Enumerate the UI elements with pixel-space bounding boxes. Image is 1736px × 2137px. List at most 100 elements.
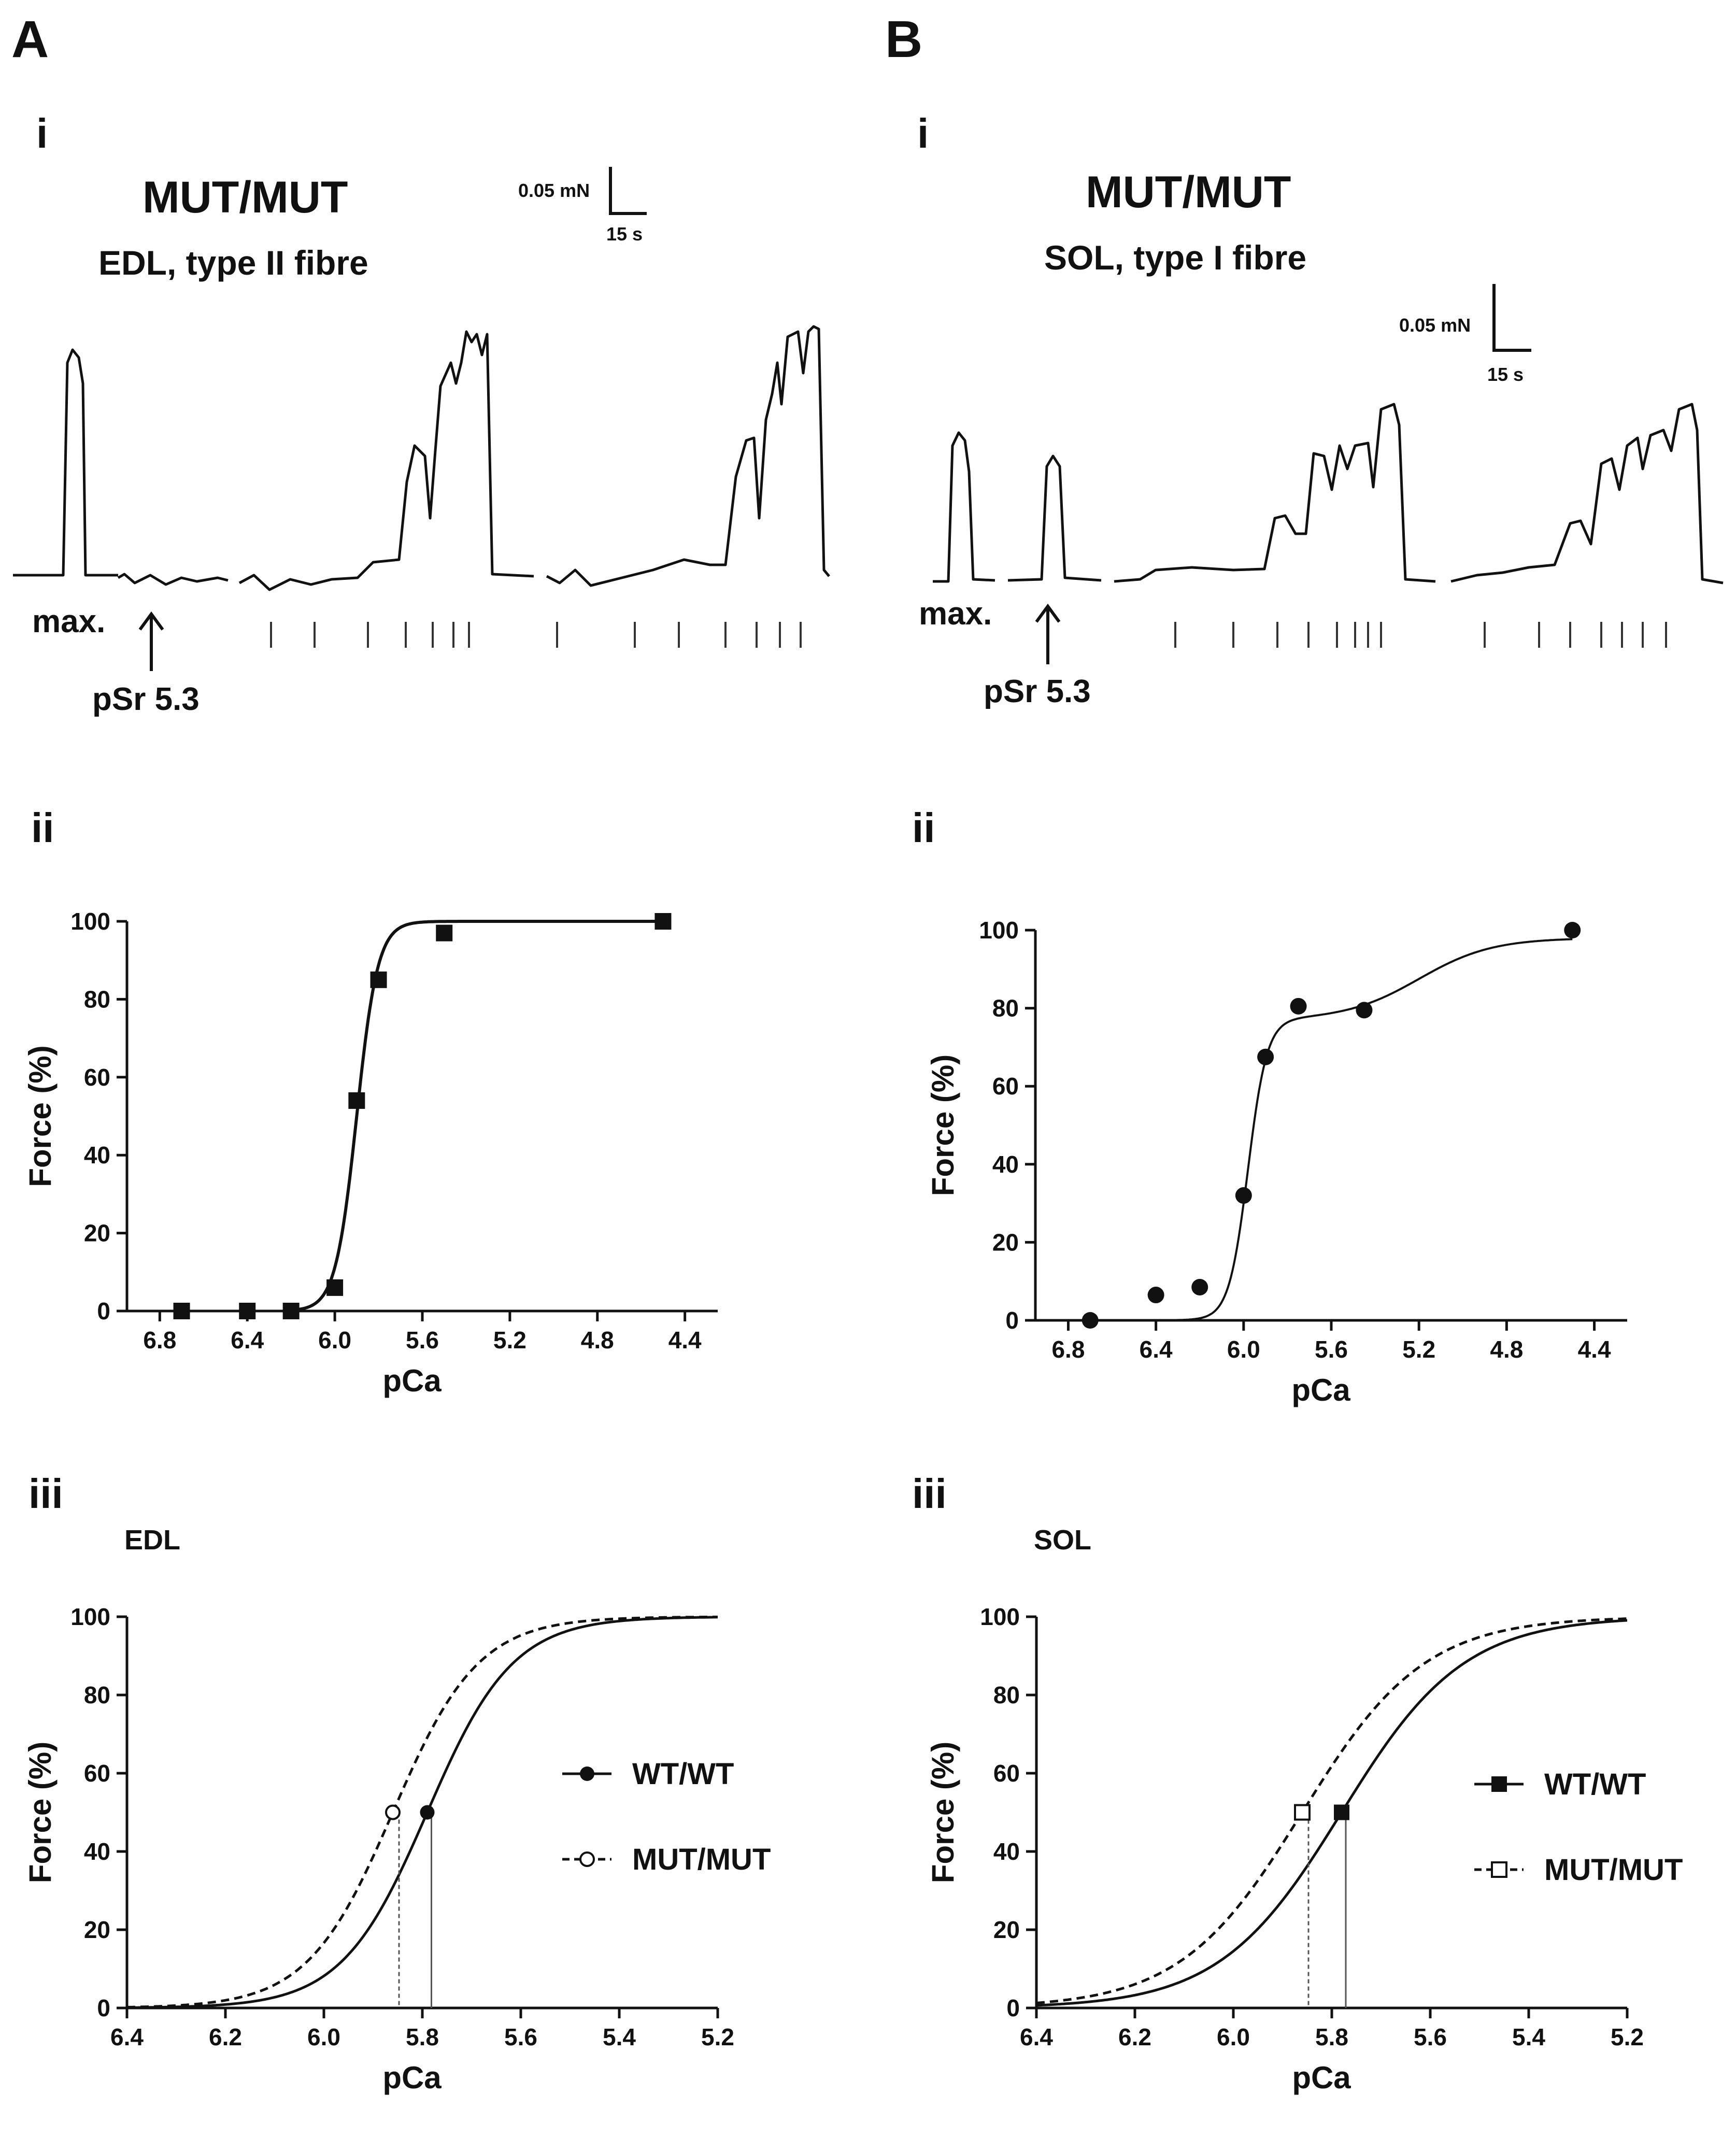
y-tick-label: 0 <box>97 1298 110 1324</box>
x-axis-label: pCa <box>382 1363 442 1398</box>
chart-title: EDL <box>124 1525 180 1556</box>
data-point <box>1191 1278 1208 1295</box>
y-tick-label: 80 <box>84 986 110 1013</box>
series-line <box>1036 1617 1628 2004</box>
x-tick-label: 6.8 <box>143 1327 176 1354</box>
y-tick-label: 20 <box>84 1916 110 1943</box>
series-line <box>1036 1619 1628 2007</box>
sublabel-a-iii: iii <box>29 1471 63 1517</box>
data-point <box>282 1303 300 1319</box>
trace-title-a: MUT/MUT <box>143 173 348 222</box>
x-tick-label: 5.2 <box>701 2024 734 2050</box>
y-tick-label: 100 <box>70 908 110 935</box>
x-tick-label: 5.6 <box>1315 1336 1348 1363</box>
data-point <box>1257 1048 1274 1065</box>
x-axis-label: pCa <box>1291 1373 1350 1407</box>
series-marker <box>420 1805 435 1820</box>
data-point <box>436 924 453 942</box>
data-point <box>348 1092 365 1109</box>
scale-time-a: 15 s <box>606 223 643 245</box>
x-tick-label: 5.6 <box>406 1327 439 1354</box>
max-label-a: max. <box>32 604 105 639</box>
x-tick-label: 5.6 <box>1414 2024 1447 2050</box>
x-tick-label: 6.4 <box>1020 2024 1053 2050</box>
chart-b-iii: SOL 0 20 40 60 80 100 6.4 6.2 6.0 5.8 5.6 5.4 5.2 pCa F… <box>926 1525 1683 2095</box>
data-point <box>1082 1312 1099 1329</box>
panel-label-b: B <box>885 10 922 68</box>
y-tick-label: 20 <box>992 1229 1019 1256</box>
data-point <box>1147 1287 1164 1304</box>
data-point <box>1564 922 1581 938</box>
y-tick-label: 40 <box>992 1151 1019 1178</box>
legend-label: MUT/MUT <box>1544 1853 1683 1887</box>
y-axis-label: Force (%) <box>23 1045 58 1187</box>
x-tick-label: 5.4 <box>1512 2024 1545 2050</box>
legend-marker <box>579 1851 595 1867</box>
x-tick-label: 6.4 <box>231 1327 264 1354</box>
x-tick-label: 4.4 <box>668 1327 702 1354</box>
y-tick-label: 20 <box>993 1916 1020 1943</box>
y-tick-label: 60 <box>84 1760 110 1787</box>
y-axis-label: Force (%) <box>926 1055 960 1196</box>
sublabel-a-i: i <box>36 110 48 156</box>
psr-label-b: pSr 5.3 <box>984 674 1091 709</box>
y-axis-label: Force (%) <box>926 1742 960 1883</box>
x-tick-label: 5.8 <box>406 2024 439 2050</box>
fit-curve <box>1166 938 1573 1321</box>
y-tick-label: 80 <box>993 1682 1020 1708</box>
sublabel-a-ii: ii <box>31 805 54 851</box>
max-label-b: max. <box>919 596 992 632</box>
force-trace-b <box>933 403 1724 585</box>
data-point <box>1235 1187 1252 1204</box>
panel-b-i: i MUT/MUT SOL, type I fibre 0.05 mN 15 s… <box>917 110 1724 709</box>
fit-curve <box>291 920 663 1312</box>
legend-label: MUT/MUT <box>632 1843 771 1876</box>
series-marker <box>1334 1804 1349 1820</box>
x-tick-label: 6.8 <box>1051 1336 1085 1363</box>
x-tick-label: 5.2 <box>1402 1336 1435 1363</box>
trace-subtitle-a: EDL, type II fibre <box>98 244 368 282</box>
x-tick-label: 5.4 <box>603 2024 636 2050</box>
y-tick-label: 0 <box>97 1994 110 2021</box>
series-line <box>126 1615 718 2008</box>
solution-marks-b <box>1174 622 1667 648</box>
x-tick-label: 4.8 <box>1490 1336 1523 1363</box>
panel-a-i: i MUT/MUT EDL, type II fibre 0.05 mN 15 … <box>13 110 830 717</box>
legend-label: WT/WT <box>1544 1768 1646 1801</box>
chart-a-ii: 0 20 40 60 80 100 6.8 6.4 6.0 5.6 5.2 4.8 4.4 pCa Forc… <box>23 908 718 1398</box>
y-tick-label: 0 <box>1005 1307 1019 1334</box>
x-tick-label: 6.0 <box>307 2024 340 2050</box>
y-axis-label: Force (%) <box>23 1742 58 1883</box>
y-tick-label: 60 <box>84 1064 110 1091</box>
y-tick-label: 40 <box>993 1838 1020 1865</box>
solution-marks-a <box>270 622 802 648</box>
arrow-a <box>138 611 164 671</box>
data-point <box>654 913 672 930</box>
y-tick-label: 40 <box>84 1838 110 1865</box>
chart-a-iii: EDL 0 20 40 60 80 100 6.4 6.2 6.0 5.8 5.6 5.4 5.2 pCa F… <box>23 1525 771 2095</box>
x-tick-label: 5.8 <box>1315 2024 1348 2050</box>
data-point <box>326 1279 344 1296</box>
x-tick-label: 6.0 <box>318 1327 351 1354</box>
panel-label-a: A <box>11 10 49 68</box>
series-line <box>127 1616 718 2009</box>
x-axis-label: pCa <box>1292 2060 1351 2095</box>
scale-bar-b: 0.05 mN 15 s <box>1399 284 1531 385</box>
sublabel-b-iii: iii <box>912 1471 947 1517</box>
x-tick-label: 6.4 <box>110 2024 144 2050</box>
y-tick-label: 100 <box>979 917 1019 944</box>
x-tick-label: 6.4 <box>1140 1336 1173 1363</box>
data-point <box>1290 998 1307 1015</box>
data-point <box>173 1303 190 1319</box>
y-tick-label: 0 <box>1006 1994 1020 2021</box>
legend-marker <box>1491 1861 1507 1878</box>
legend-marker <box>1491 1776 1507 1792</box>
x-tick-label: 6.2 <box>1118 2024 1151 2050</box>
x-tick-label: 5.6 <box>504 2024 537 2050</box>
y-tick-label: 40 <box>84 1142 110 1169</box>
chart-b-ii: 0 20 40 60 80 100 6.8 6.4 6.0 5.6 5.2 4.8 4.4 pCa Forc… <box>926 917 1627 1407</box>
data-point <box>239 1303 256 1319</box>
data-point <box>370 971 387 988</box>
x-tick-label: 4.4 <box>1578 1336 1611 1363</box>
